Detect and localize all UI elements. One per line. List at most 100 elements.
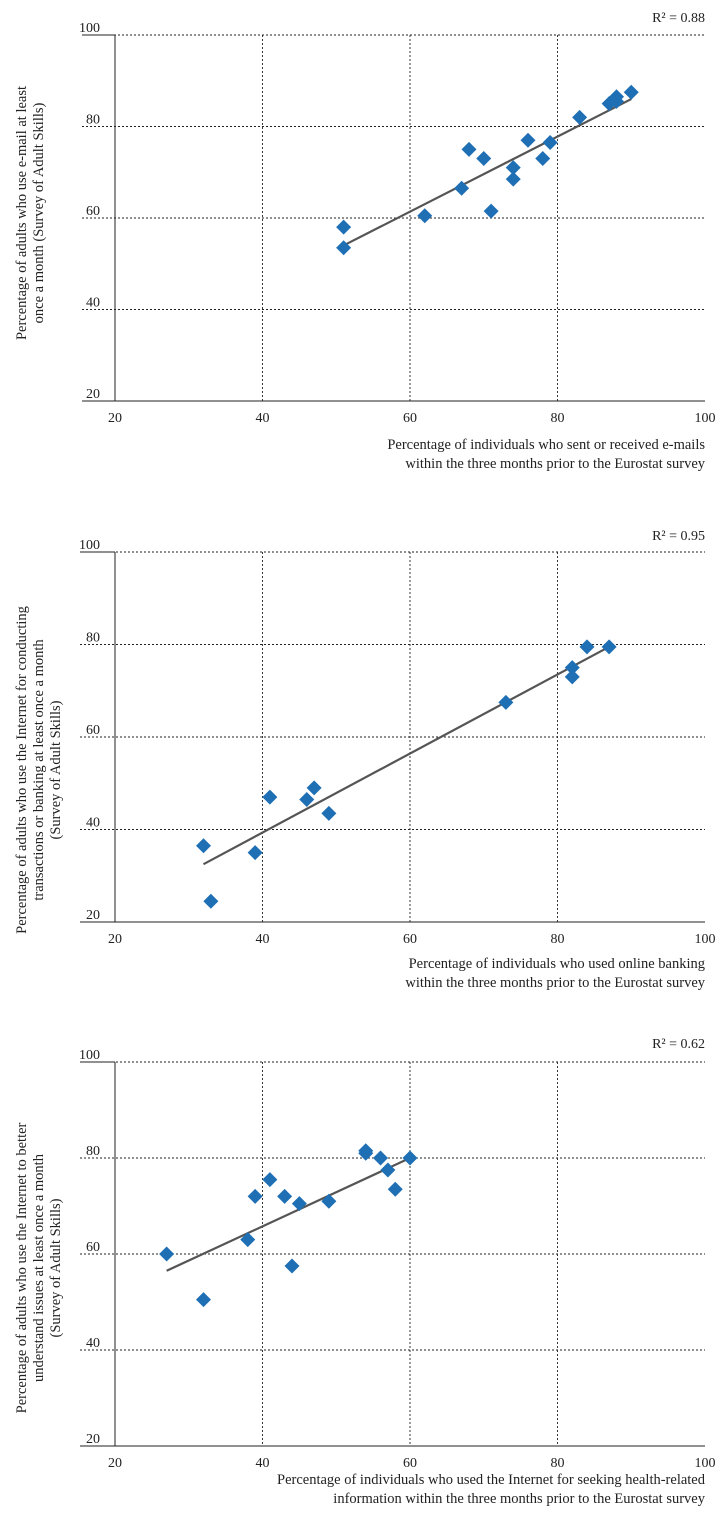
chart-panel-banking: 20 40 60 80 100 20 40 60 80 100 R² = 0.95 Percentag… [0, 520, 718, 1020]
chart-3-data-point [358, 1145, 374, 1161]
chart-1-x-tick-label: 40 [256, 411, 270, 426]
chart-1-data-point [461, 141, 477, 157]
chart-3-x-tick-label: 40 [256, 1456, 270, 1471]
chart-2-y-tick-label: 80 [86, 631, 100, 646]
chart-1-y-tick-label: 20 [86, 387, 100, 402]
chart-1-y-tick-label: 80 [86, 113, 100, 128]
chart-panel-health: 20 40 60 80 100 20 40 60 80 100 R² = 0.62 Percentag… [0, 1020, 718, 1520]
chart-1-y-axis-label: once a month (Survey of Adult Skills) [31, 102, 47, 323]
chart-2-data-point [203, 893, 219, 909]
chart-2-x-tick-label: 100 [695, 932, 716, 947]
chart-2-x-tick-label: 80 [551, 932, 565, 947]
chart-2-y-axis-label: (Survey of Adult Skills) [48, 700, 64, 839]
chart-2-r2-label: R² = 0.95 [652, 529, 705, 544]
chart-2-x-axis-label: within the three months prior to the Eur… [405, 975, 705, 991]
chart-1-data-point [542, 135, 558, 151]
chart-3-trendline [166, 1157, 411, 1272]
chart-3-data-point [284, 1258, 300, 1274]
chart-1-data-point [476, 151, 492, 167]
chart-3-x-axis-label: Percentage of individuals who used the I… [277, 1472, 706, 1488]
chart-1-data-point [535, 151, 551, 167]
chart-3-y-tick-label: 40 [86, 1336, 100, 1351]
chart-3-data-point [262, 1172, 278, 1188]
chart-3-r2-label: R² = 0.62 [652, 1037, 705, 1052]
chart-3-x-axis-label: information within the three months prio… [333, 1491, 705, 1507]
chart-1-data-point [417, 208, 433, 224]
chart-1-r2-label: R² = 0.88 [652, 11, 705, 26]
chart-3-data-point [373, 1150, 388, 1166]
chart-2-y-axis-label-group: Percentage of adults who use the Interne… [14, 606, 64, 934]
chart-1-data-point [609, 89, 624, 105]
chart-2-data-point [262, 789, 278, 805]
chart-2-x-tick-label: 20 [108, 932, 122, 947]
chart-1-y-tick-label: 40 [86, 296, 100, 311]
chart-1-y-tick-label: 100 [79, 21, 100, 36]
chart-3-x-tick-label: 80 [551, 1456, 565, 1471]
chart-3-y-tick-label: 100 [79, 1048, 100, 1063]
chart-1-data-point [520, 132, 536, 148]
chart-2-data-point [564, 660, 580, 676]
chart-3-data-point [159, 1246, 175, 1262]
chart-3-x-tick-label: 100 [695, 1456, 716, 1471]
chart-3-data-point [196, 1292, 211, 1308]
chart-2-data-point [196, 838, 211, 854]
chart-3-x-tick-label: 20 [108, 1456, 122, 1471]
chart-2-y-axis-label: Percentage of adults who use the Interne… [14, 606, 30, 934]
chart-3-data-point [247, 1188, 263, 1204]
chart-3-data-point [291, 1196, 307, 1212]
chart-1-y-axis-label-group: Percentage of adults who use e-mail at l… [14, 86, 47, 340]
chart-3-y-axis-label: understand issues at least once a month [31, 1153, 47, 1382]
chart-3-data-point [387, 1181, 403, 1197]
chart-2-data-point [564, 669, 580, 685]
chart-2-y-tick-label: 100 [79, 538, 100, 553]
chart-1-data-point [572, 109, 588, 125]
chart-2-data-point [306, 780, 322, 796]
chart-1-x-tick-label: 80 [551, 411, 565, 426]
chart-2-data-point [321, 805, 337, 821]
chart-1-y-axis-label: Percentage of adults who use e-mail at l… [14, 86, 30, 340]
chart-1-data-point [505, 160, 521, 176]
chart-1-x-tick-label: 100 [695, 411, 716, 426]
chart-2-data-point [601, 639, 617, 655]
chart-2-y-tick-label: 40 [86, 816, 100, 831]
chart-panel-email: 20 40 60 80 100 20 40 60 80 100 R² = 0.88 Percentag… [0, 0, 718, 500]
chart-1-data-point [623, 84, 639, 100]
chart-3-y-axis-label: (Survey of Adult Skills) [48, 1198, 64, 1337]
chart-1-data-point [336, 240, 352, 256]
chart-3-x-tick-label: 60 [403, 1456, 417, 1471]
chart-banking: 20 40 60 80 100 20 40 60 80 100 R² = 0.95 Percentag… [14, 529, 716, 991]
chart-3-y-axis-label-group: Percentage of adults who use the Interne… [14, 1122, 64, 1413]
chart-2-data-point [247, 845, 263, 861]
chart-1-x-axis-label: Percentage of individuals who sent or re… [387, 437, 705, 453]
chart-email: 20 40 60 80 100 20 40 60 80 100 R² = 0.88 Percentag… [14, 11, 716, 472]
chart-3-y-tick-label: 80 [86, 1144, 100, 1159]
chart-2-x-tick-label: 40 [256, 932, 270, 947]
chart-1-x-tick-label: 20 [108, 411, 122, 426]
chart-2-y-tick-label: 60 [86, 723, 100, 738]
chart-1-y-tick-label: 60 [86, 204, 100, 219]
chart-2-data-point [299, 791, 315, 807]
chart-2-x-tick-label: 60 [403, 932, 417, 947]
chart-2-y-axis-label: transactions or banking at least once a … [31, 639, 47, 901]
chart-3-data-point [402, 1150, 418, 1166]
chart-2-data-point [498, 694, 514, 710]
chart-3-data-point [277, 1188, 293, 1204]
chart-1-x-tick-label: 60 [403, 411, 417, 426]
chart-2-x-axis-label: Percentage of individuals who used onlin… [409, 956, 705, 972]
chart-3-data-point [380, 1162, 396, 1178]
chart-3-data-point [240, 1232, 256, 1248]
chart-3-y-axis-label: Percentage of adults who use the Interne… [14, 1122, 30, 1413]
chart-2-trendline [202, 645, 610, 866]
chart-2-data-point [579, 639, 595, 655]
chart-1-data-point [505, 171, 521, 187]
chart-1-data-point [336, 219, 352, 235]
chart-3-y-tick-label: 60 [86, 1240, 100, 1255]
chart-2-y-tick-label: 20 [86, 908, 100, 923]
chart-1-x-axis-label: within the three months prior to the Eur… [405, 456, 705, 472]
chart-1-trendline [343, 98, 632, 247]
chart-3-data-point [321, 1193, 337, 1209]
chart-health: 20 40 60 80 100 20 40 60 80 100 R² = 0.62 Percentag… [14, 1037, 716, 1507]
chart-3-y-tick-label: 20 [86, 1432, 100, 1447]
chart-1-data-point [454, 180, 470, 196]
chart-1-data-point [483, 203, 499, 219]
